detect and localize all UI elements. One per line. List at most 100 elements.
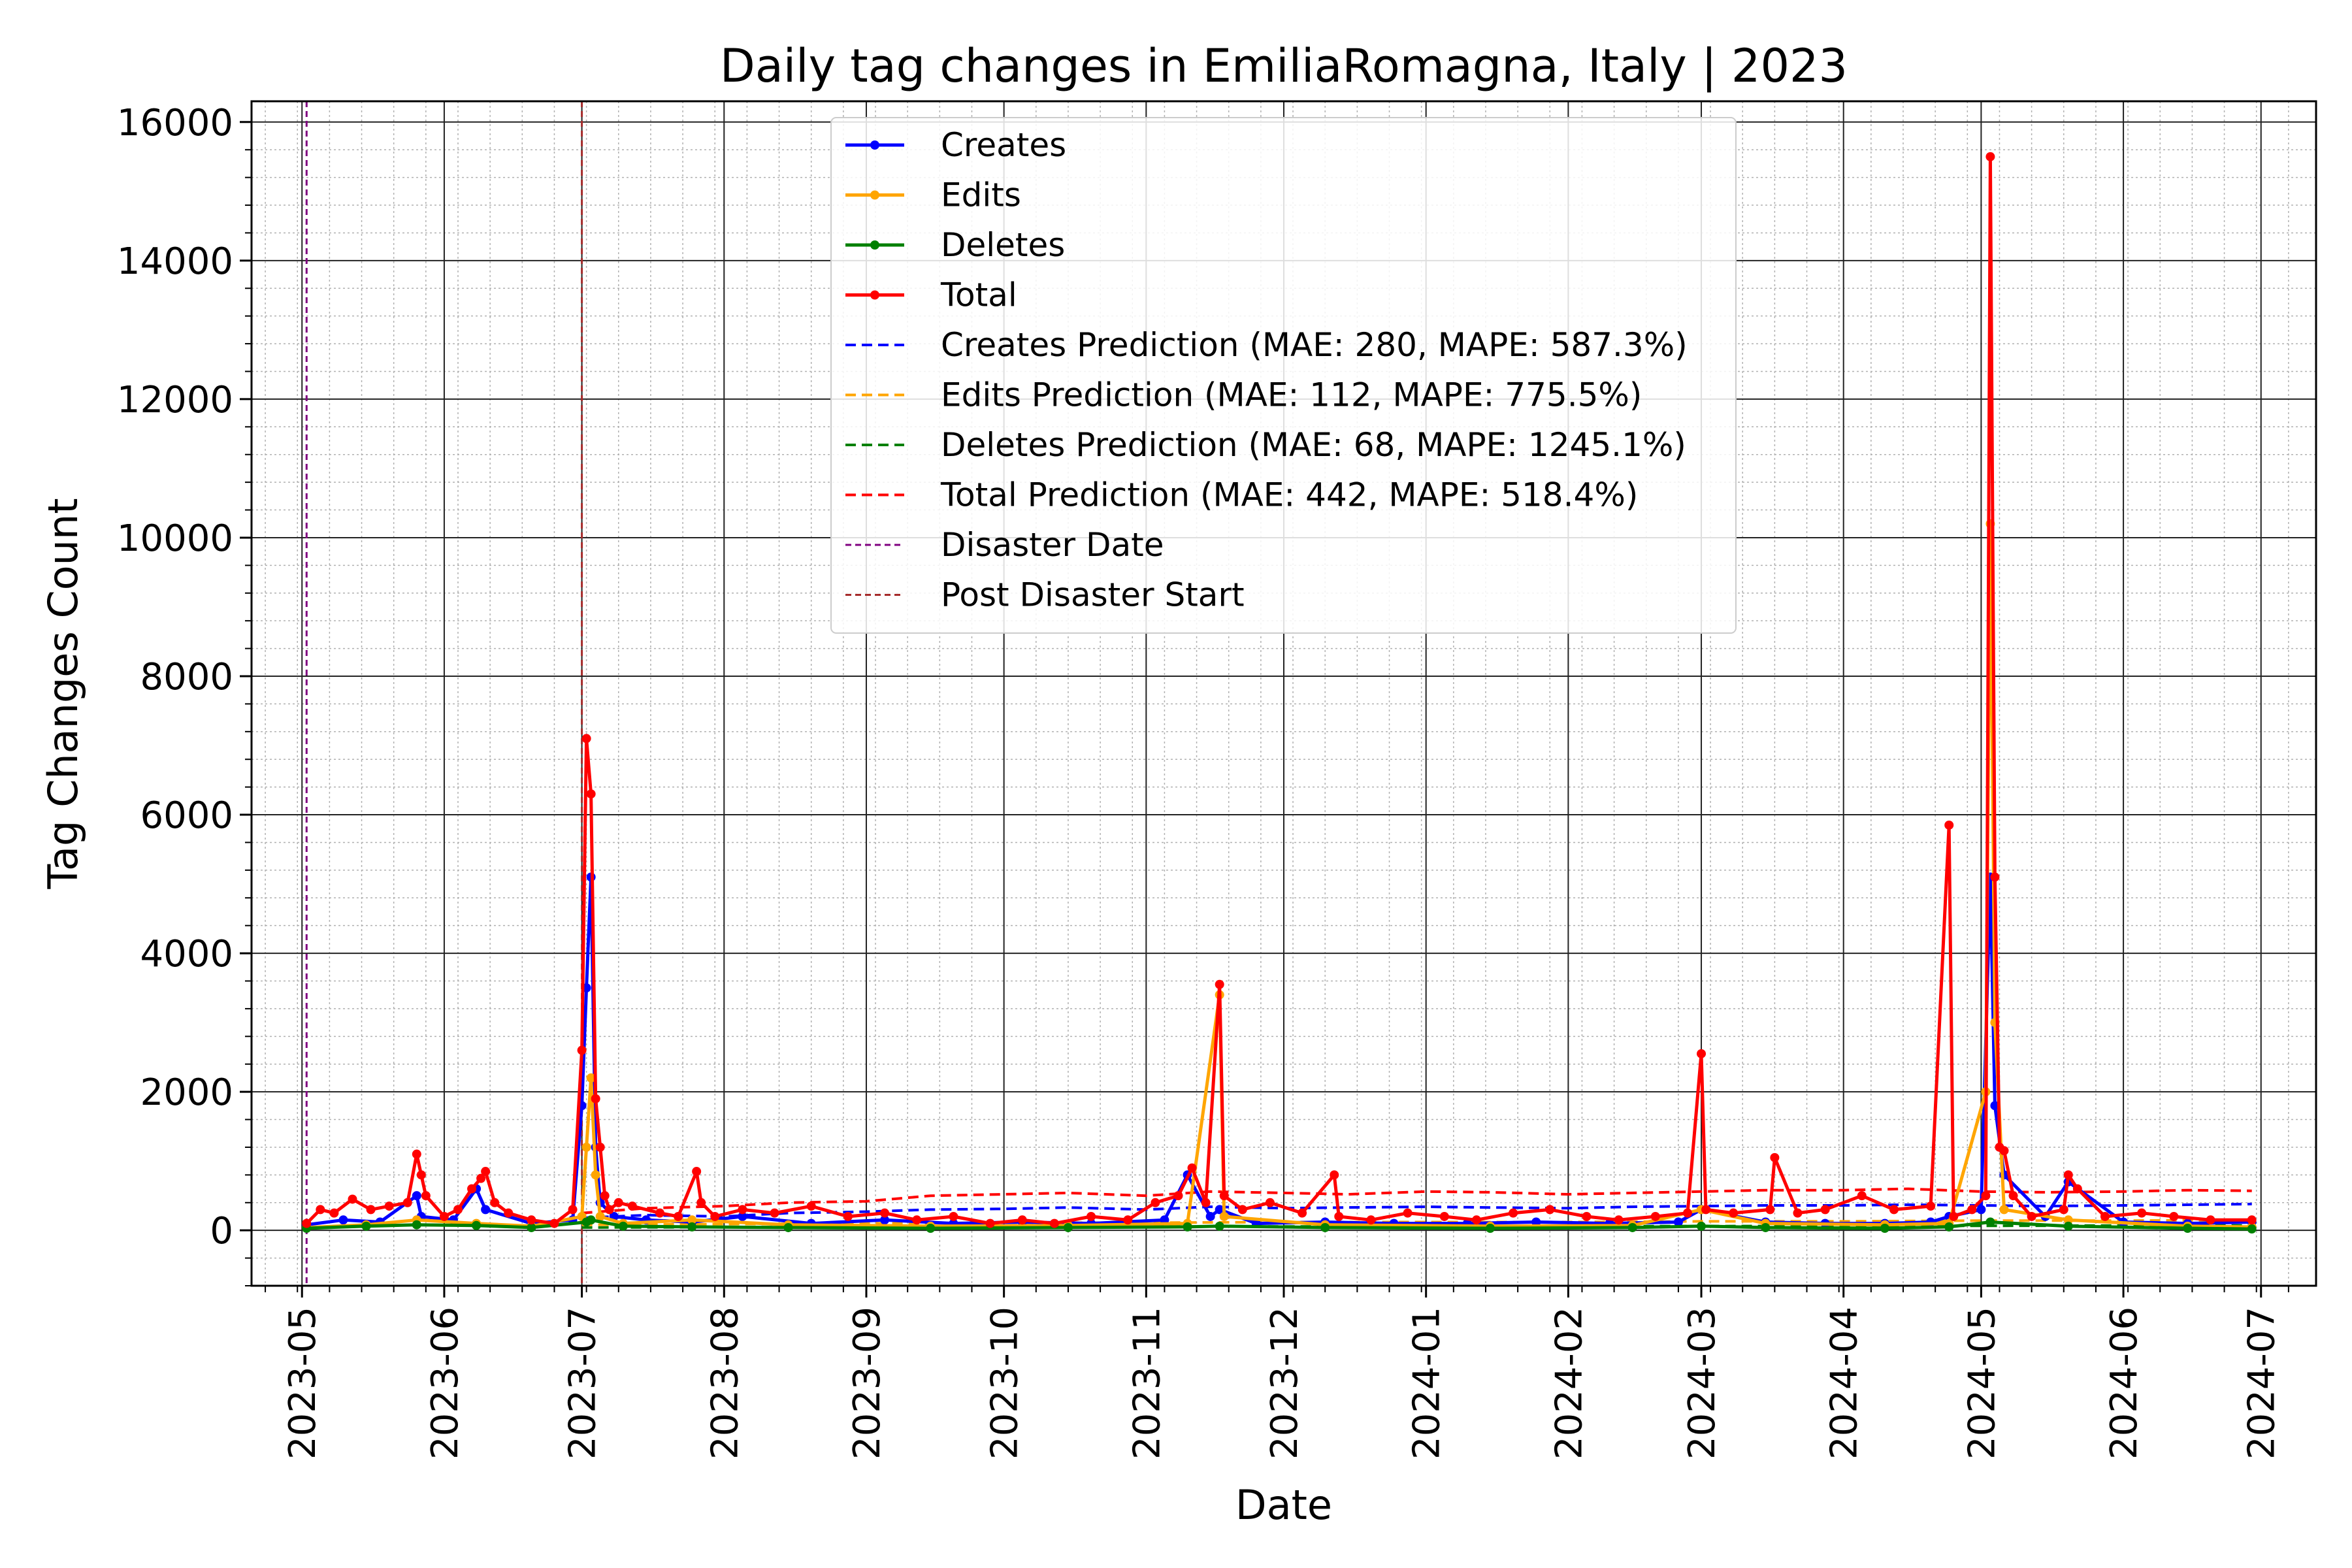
y-tick-label: 6000: [140, 794, 233, 837]
legend-box: [830, 117, 1737, 634]
point-total: [1439, 1211, 1449, 1221]
legend-marker-deletes: [870, 240, 879, 250]
point-creates: [412, 1191, 421, 1201]
point-total: [329, 1208, 339, 1218]
point-total: [2059, 1205, 2068, 1215]
point-total: [1614, 1215, 1624, 1225]
event-lines: [305, 101, 583, 1286]
point-total: [504, 1208, 514, 1218]
point-total: [880, 1208, 890, 1218]
point-creates: [880, 1215, 890, 1225]
point-total: [1545, 1205, 1555, 1215]
point-deletes: [1215, 1221, 1224, 1231]
series-line-edits-prediction: [581, 1218, 2252, 1226]
point-total: [595, 1142, 605, 1152]
point-total: [1729, 1208, 1739, 1218]
point-total: [604, 1205, 614, 1215]
point-total: [1330, 1170, 1339, 1180]
y-tick-label: 12000: [117, 379, 233, 421]
point-deletes: [618, 1221, 628, 1231]
point-deletes: [2183, 1224, 2193, 1233]
point-total: [481, 1167, 491, 1177]
point-total: [1509, 1208, 1518, 1218]
point-total: [316, 1205, 325, 1215]
series-group: [302, 152, 2257, 1234]
point-deletes: [1063, 1222, 1073, 1232]
point-total: [1820, 1205, 1830, 1215]
point-total: [568, 1205, 578, 1215]
x-tick-label: 2023-09: [846, 1307, 889, 1460]
point-deletes: [1944, 1222, 1954, 1232]
point-total: [949, 1211, 958, 1221]
point-total: [1582, 1211, 1592, 1221]
point-total: [1990, 872, 2000, 882]
point-total: [421, 1191, 431, 1201]
point-deletes: [1320, 1222, 1330, 1232]
y-tick-label: 2000: [140, 1071, 233, 1114]
point-total: [2137, 1208, 2147, 1218]
y-axis-label: Tag Changes Count: [39, 498, 87, 889]
legend-label-total-prediction: Total Prediction (MAE: 442, MAPE: 518.4%…: [940, 476, 1638, 514]
point-total: [366, 1205, 376, 1215]
point-total: [1770, 1152, 1780, 1162]
point-total: [912, 1215, 922, 1225]
point-deletes: [1627, 1222, 1637, 1232]
point-total: [1967, 1205, 1977, 1215]
point-edits: [595, 1211, 605, 1221]
point-total: [1471, 1215, 1481, 1225]
point-total: [1049, 1218, 1059, 1228]
legend-label-edits: Edits: [941, 176, 1021, 214]
point-total: [476, 1173, 486, 1183]
point-total: [467, 1184, 477, 1194]
point-total: [770, 1208, 779, 1218]
point-total: [627, 1201, 637, 1211]
point-total: [710, 1211, 720, 1221]
point-total: [1793, 1208, 1803, 1218]
legend-label-disaster-date: Disaster Date: [941, 526, 1164, 564]
point-deletes: [783, 1222, 793, 1232]
series-line-creates-prediction: [581, 1202, 2252, 1220]
point-creates: [1976, 1205, 1986, 1215]
point-edits: [581, 1142, 591, 1152]
point-total: [1334, 1211, 1344, 1221]
legend: Creates Edits Deletes Total Creates Predicti…: [830, 117, 1737, 634]
legend-marker-edits: [870, 190, 879, 200]
x-tick-label: 2023-06: [424, 1307, 466, 1460]
point-creates: [1205, 1211, 1215, 1221]
point-deletes: [2247, 1224, 2257, 1234]
x-tick-label: 2024-04: [1823, 1307, 1866, 1460]
point-total: [1173, 1191, 1183, 1201]
point-edits: [586, 1073, 596, 1083]
point-total: [1403, 1208, 1413, 1218]
point-total: [1219, 1191, 1229, 1201]
point-total: [416, 1170, 426, 1180]
point-total: [600, 1191, 610, 1201]
series-line-total-prediction: [581, 1187, 2252, 1215]
point-total: [1857, 1191, 1867, 1201]
point-total: [586, 789, 596, 799]
point-total: [1981, 1191, 1991, 1201]
point-total: [843, 1211, 853, 1221]
point-total: [302, 1218, 312, 1228]
legend-label-post-disaster-start: Post Disaster Start: [941, 576, 1245, 614]
point-total: [453, 1205, 463, 1215]
point-total: [674, 1211, 683, 1221]
point-total: [1298, 1208, 1307, 1218]
x-tick-label: 2024-07: [2241, 1307, 2283, 1460]
point-total: [1926, 1201, 1936, 1211]
point-total: [581, 734, 591, 743]
point-total: [1650, 1211, 1660, 1221]
point-total: [806, 1201, 816, 1211]
point-total: [1123, 1215, 1133, 1225]
point-total: [2206, 1215, 2215, 1225]
point-total: [2072, 1184, 2082, 1194]
point-total: [591, 1094, 600, 1103]
x-tick-label: 2023-12: [1264, 1307, 1306, 1460]
point-total: [692, 1167, 702, 1177]
point-creates: [1215, 1205, 1224, 1215]
point-total: [2008, 1191, 2018, 1201]
x-tick-label: 2023-11: [1126, 1307, 1168, 1460]
point-total: [549, 1218, 559, 1228]
x-tick-label: 2023-05: [282, 1307, 324, 1460]
